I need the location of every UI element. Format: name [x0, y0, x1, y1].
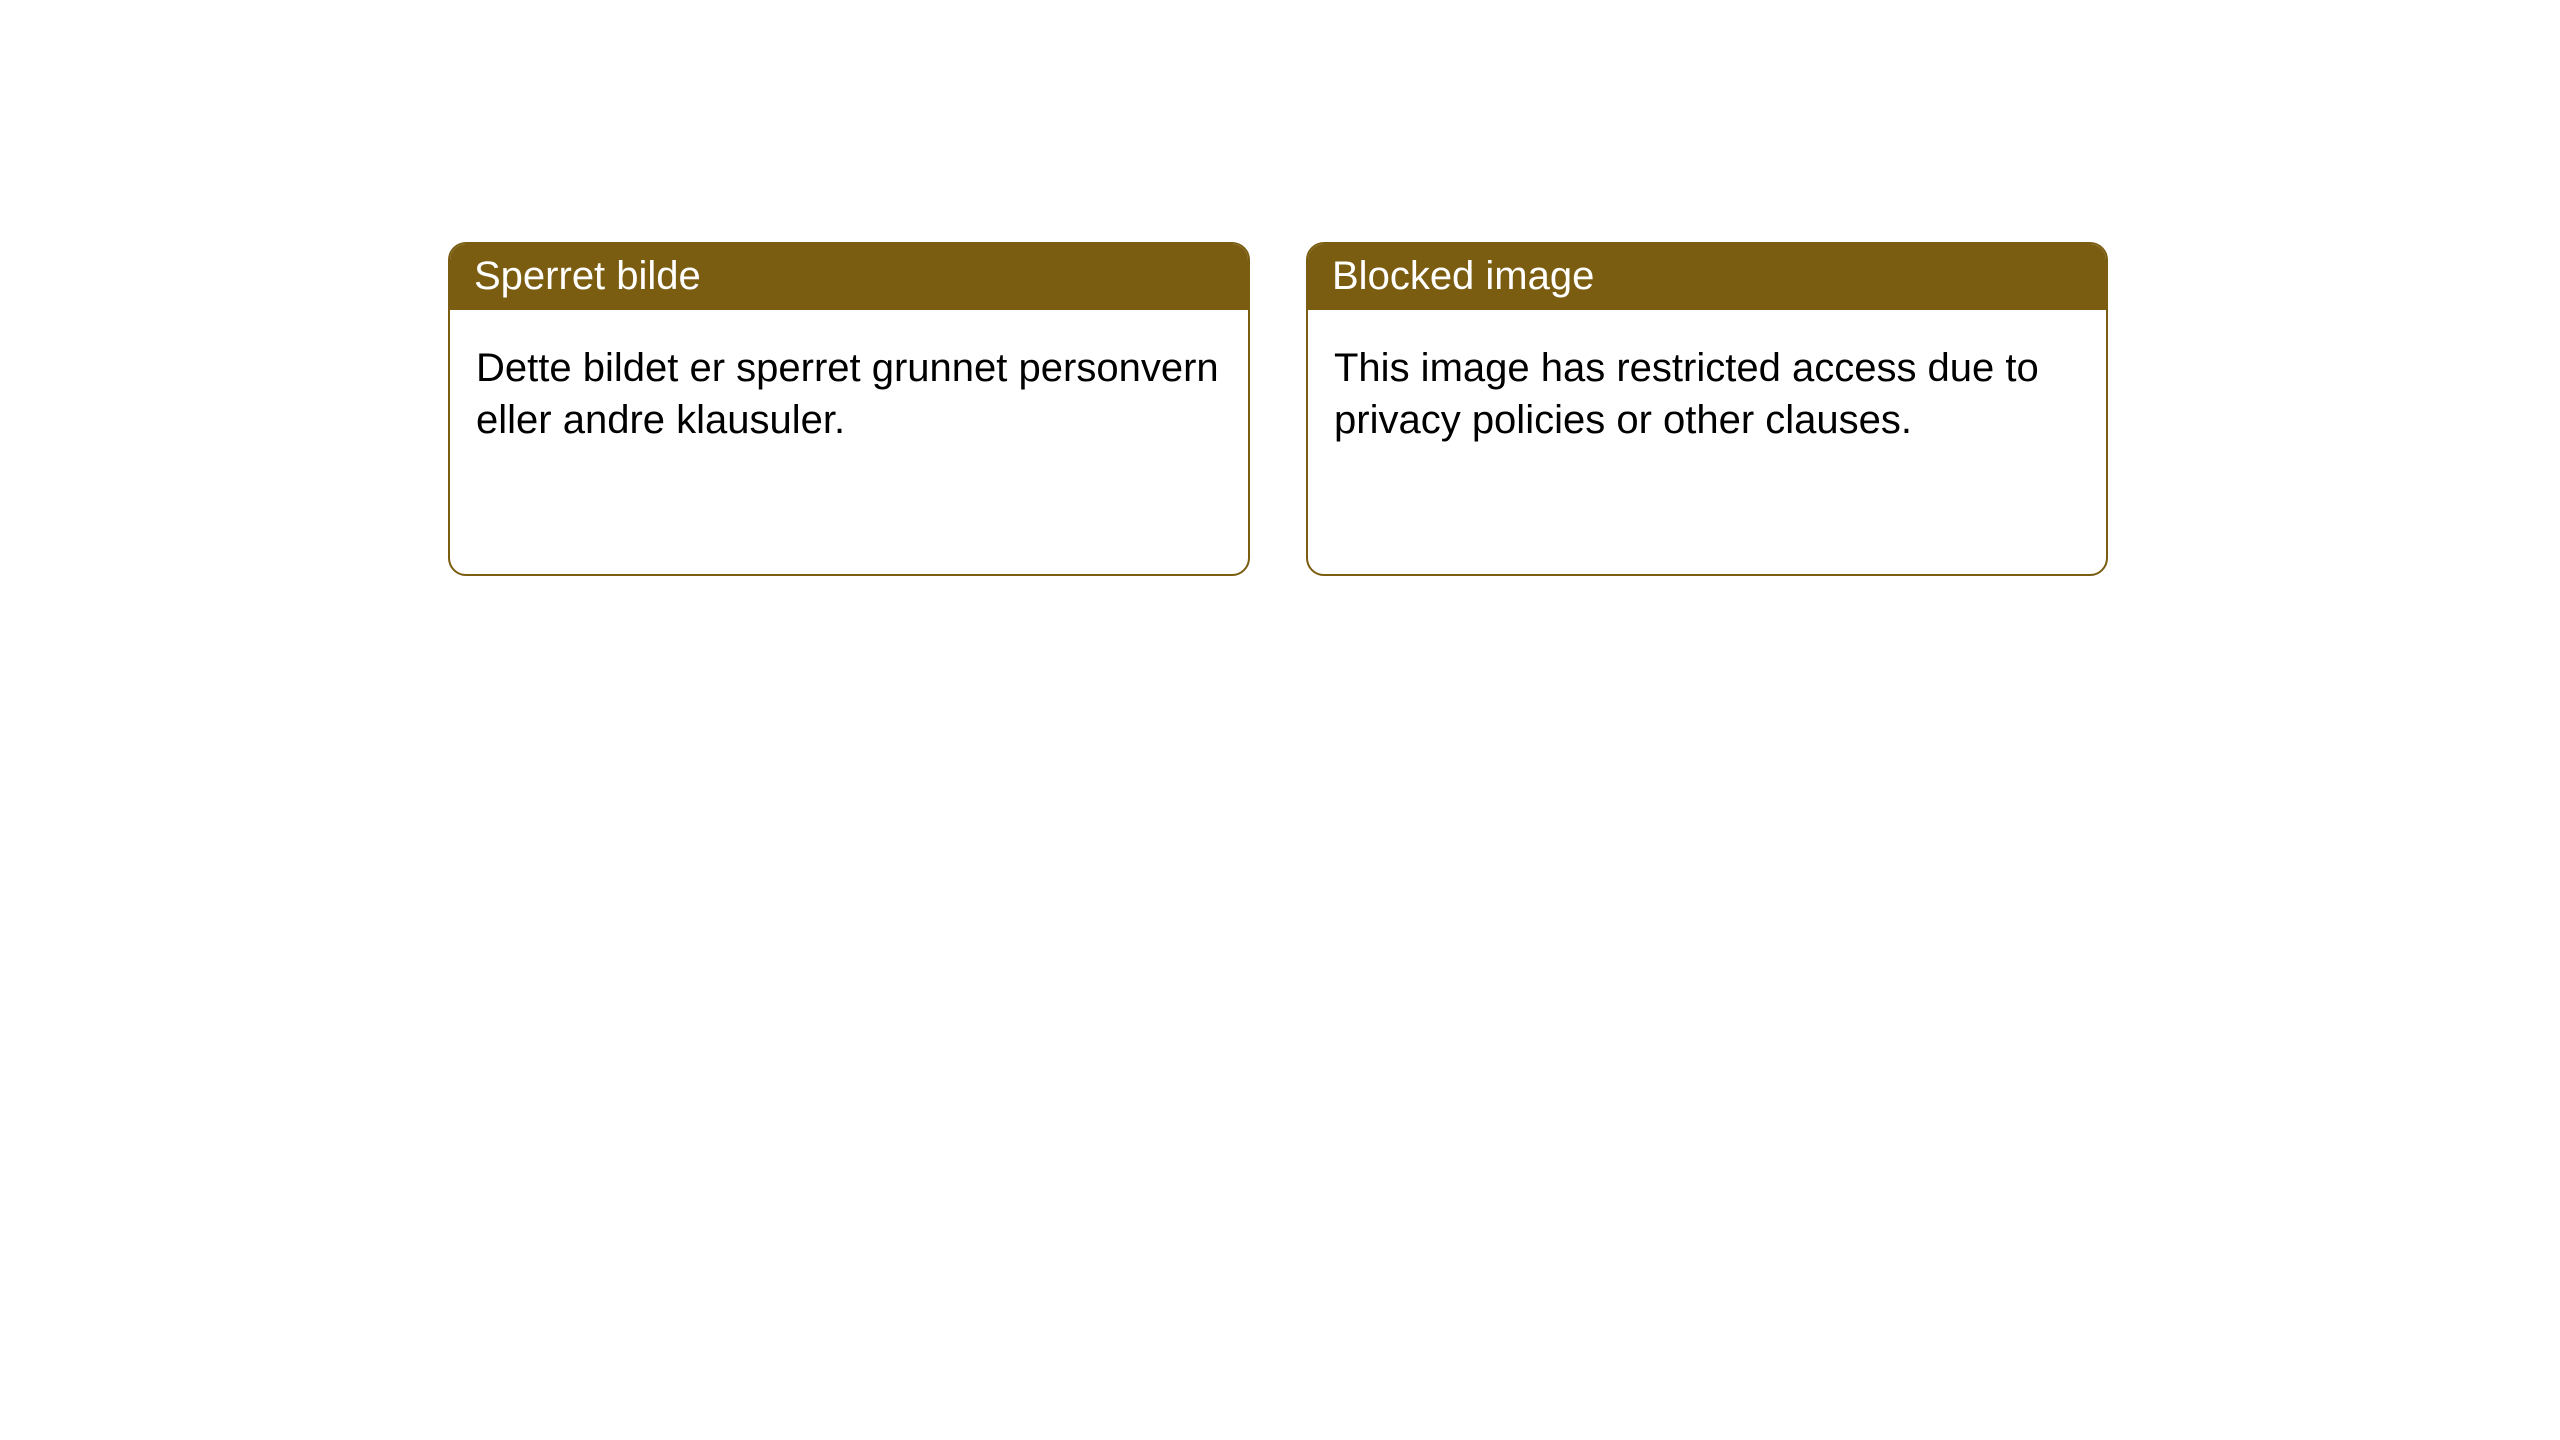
card-header-norwegian: Sperret bilde	[450, 244, 1248, 310]
cards-container: Sperret bilde Dette bildet er sperret gr…	[448, 242, 2108, 576]
card-english: Blocked image This image has restricted …	[1306, 242, 2108, 576]
card-body-english: This image has restricted access due to …	[1308, 310, 2106, 478]
card-title-text: Sperret bilde	[474, 254, 701, 298]
card-title-text: Blocked image	[1332, 254, 1594, 298]
card-body-text: This image has restricted access due to …	[1334, 346, 2039, 442]
card-body-text: Dette bildet er sperret grunnet personve…	[476, 346, 1219, 442]
card-body-norwegian: Dette bildet er sperret grunnet personve…	[450, 310, 1248, 478]
card-norwegian: Sperret bilde Dette bildet er sperret gr…	[448, 242, 1250, 576]
card-header-english: Blocked image	[1308, 244, 2106, 310]
